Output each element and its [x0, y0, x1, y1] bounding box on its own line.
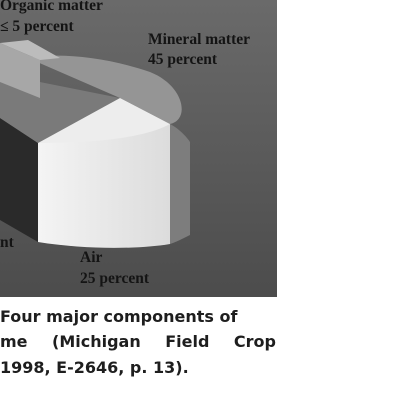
pie-slice-organic [0, 43, 40, 98]
caption-word: me [0, 332, 28, 351]
label-organic-value: ≤ 5 percent [0, 18, 74, 35]
label-mineral-name: Mineral matter [148, 31, 250, 48]
label-water-partial: nt [0, 234, 14, 251]
caption-line-1: Four major components of [0, 307, 238, 326]
pie-slice-mineral-side [170, 124, 190, 244]
label-air-value: 25 percent [80, 270, 150, 287]
caption-word: Crop [233, 332, 276, 351]
caption-word: (Michigan [52, 332, 141, 351]
pie-slice-air-side [38, 124, 170, 248]
pie-chart-photo: Organic matter ≤ 5 percent Mineral matte… [0, 0, 277, 297]
pie-slice-air [38, 98, 170, 143]
label-organic-name: Organic matter [0, 0, 103, 14]
caption-line-2: me (Michigan Field Crop [0, 330, 276, 354]
pie-chart-svg [0, 0, 277, 297]
pie-slice-mineral [28, 55, 182, 125]
caption-line-3: 1998, E-2646, p. 13). [0, 358, 189, 377]
pie-slice-water-side [0, 118, 38, 242]
caption-word: Field [165, 332, 210, 351]
label-air-name: Air [80, 249, 103, 266]
pie-slice-organic-top [0, 40, 60, 60]
label-mineral-value: 45 percent [148, 51, 218, 68]
